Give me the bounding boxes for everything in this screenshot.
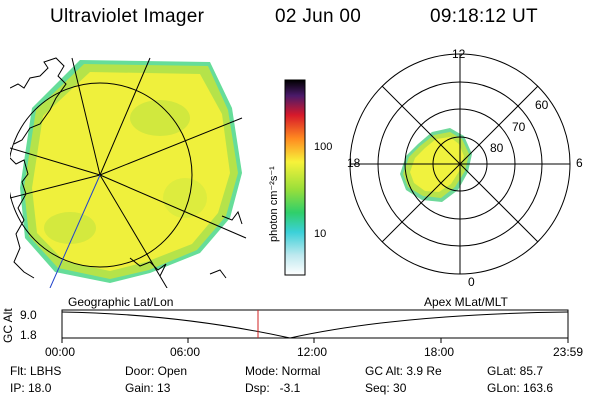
terminator-line bbox=[49, 174, 101, 288]
geographic-image-panel bbox=[10, 57, 247, 288]
mlat-label-60: 60 bbox=[535, 98, 549, 112]
orbit-right-title: Apex MLat/MLT bbox=[424, 295, 508, 309]
altitude-curve bbox=[61, 311, 569, 339]
time-tick-2359: 23:59 bbox=[553, 345, 584, 359]
observation-date: 02 Jun 00 bbox=[275, 6, 362, 27]
colorbar-unit-label: photon cm⁻²s⁻¹ bbox=[268, 166, 280, 242]
gc-alt-tick-high: 9.0 bbox=[20, 308, 37, 322]
altitude-plot-frame bbox=[61, 309, 569, 339]
info-seq: Seq: 30 bbox=[365, 381, 407, 395]
gc-alt-tick-low: 1.8 bbox=[20, 328, 37, 342]
color-gradient bbox=[284, 79, 306, 276]
info-gc-alt: GC Alt: 3.9 Re bbox=[365, 364, 442, 378]
altitude-track-plot bbox=[61, 309, 569, 343]
observation-time: 09:18:12 UT bbox=[430, 6, 538, 27]
auroral-patch bbox=[130, 100, 190, 136]
mlt-label-18: 18 bbox=[347, 156, 361, 170]
info-door: Door: Open bbox=[125, 364, 188, 378]
mlt-radials bbox=[350, 54, 570, 274]
colorbar-tick-100: 100 bbox=[314, 141, 333, 153]
gc-alt-axis-label: GC Alt bbox=[1, 308, 15, 343]
longitude-lines bbox=[10, 57, 247, 288]
mlt-label-6: 6 bbox=[576, 156, 583, 170]
auroral-patch bbox=[44, 212, 96, 244]
time-tick-0600: 06:00 bbox=[170, 345, 201, 359]
time-tick-1800: 18:00 bbox=[424, 345, 455, 359]
time-ticks bbox=[61, 338, 569, 343]
color-scale-bar bbox=[284, 79, 306, 276]
info-gain: Gain: 13 bbox=[125, 381, 171, 395]
time-tick-1200: 12:00 bbox=[297, 345, 328, 359]
latitude-circle bbox=[10, 82, 193, 268]
coastline bbox=[10, 57, 243, 279]
info-ip: IP: 18.0 bbox=[10, 381, 52, 395]
mlat-label-70: 70 bbox=[512, 120, 526, 134]
mlt-label-12: 12 bbox=[452, 47, 466, 61]
auroral-patch bbox=[163, 178, 207, 218]
colorbar-tick-10: 10 bbox=[314, 228, 327, 240]
info-glat: GLat: 85.7 bbox=[487, 364, 544, 378]
instrument-title: Ultraviolet Imager bbox=[50, 6, 205, 27]
time-tick-0000: 00:00 bbox=[45, 345, 76, 359]
info-mode: Mode: Normal bbox=[245, 364, 321, 378]
mlat-label-80: 80 bbox=[490, 141, 504, 155]
info-dsp: Dsp: -3.1 bbox=[245, 381, 301, 395]
polar-mlt-plot bbox=[349, 53, 571, 275]
info-filter: Flt: LBHS bbox=[10, 364, 62, 378]
mlt-label-0: 0 bbox=[468, 275, 475, 289]
info-glon: GLon: 163.6 bbox=[487, 381, 554, 395]
orbit-left-title: Geographic Lat/Lon bbox=[68, 295, 174, 309]
